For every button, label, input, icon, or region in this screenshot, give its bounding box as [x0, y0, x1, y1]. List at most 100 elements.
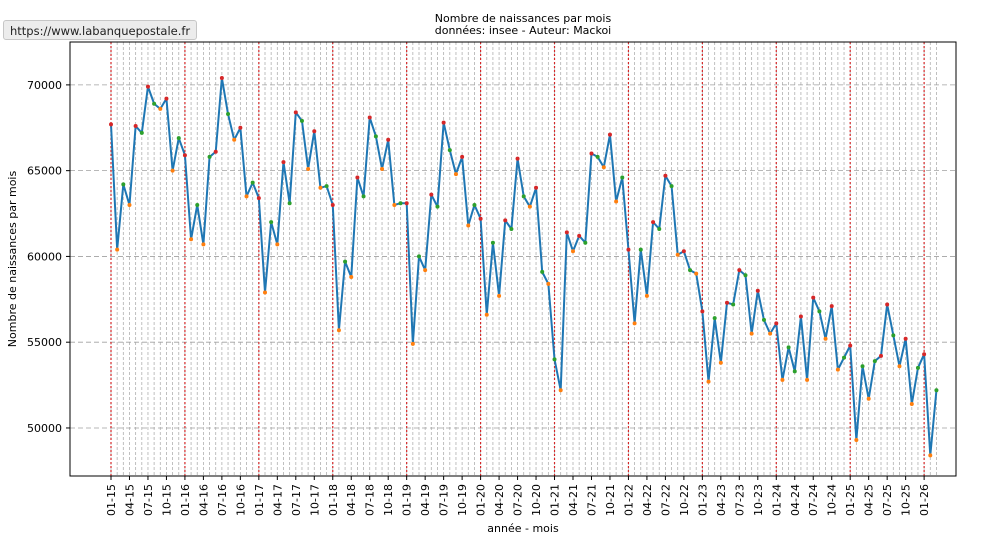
quarter-min-point — [189, 237, 194, 242]
quarter-max-point — [429, 192, 434, 197]
x-tick-label: 10-24 — [826, 484, 839, 516]
quarter-mid-point — [435, 204, 440, 209]
quarter-max-point — [256, 196, 261, 201]
x-tick-label: 01-20 — [475, 484, 488, 516]
quarter-mid-point — [490, 240, 495, 245]
quarter-max-point — [755, 288, 760, 293]
x-tick-label: 07-20 — [512, 484, 525, 516]
y-tick-label: 55000 — [27, 336, 62, 349]
quarter-max-point — [577, 233, 582, 238]
plot-frame — [69, 41, 957, 477]
quarter-max-point — [626, 247, 631, 252]
quarter-mid-point — [343, 259, 348, 264]
quarter-max-point — [478, 216, 483, 221]
quarter-min-point — [127, 202, 132, 207]
quarter-min-point — [201, 242, 206, 247]
quarter-mid-point — [269, 220, 274, 225]
quarter-mid-point — [891, 333, 896, 338]
x-tick-label: 04-23 — [715, 484, 728, 516]
quarter-mid-point — [195, 202, 200, 207]
quarter-max-point — [681, 249, 686, 254]
quarter-mid-point — [743, 273, 748, 278]
x-tick-label: 07-25 — [881, 484, 894, 516]
quarter-min-point — [632, 321, 637, 326]
x-tick-label: 01-25 — [844, 484, 857, 516]
x-tick-label: 10-19 — [456, 484, 469, 516]
quarter-max-point — [607, 132, 612, 137]
quarter-min-point — [158, 106, 163, 111]
quarter-max-point — [145, 84, 150, 89]
x-tick-label: 01-26 — [918, 484, 931, 516]
quarter-max-point — [164, 96, 169, 101]
quarter-min-point — [466, 223, 471, 228]
quarter-min-point — [546, 281, 551, 286]
quarter-max-point — [109, 122, 113, 127]
x-tick-label: 01-24 — [770, 484, 783, 516]
chart-subtitle: données: insee - Auteur: Mackoi — [435, 24, 612, 37]
quarter-min-point — [115, 247, 120, 252]
y-axis-label: Nombre de naissances par mois — [6, 171, 19, 348]
quarter-min-point — [349, 275, 354, 280]
quarter-min-point — [614, 199, 619, 204]
quarter-max-point — [798, 314, 803, 319]
quarter-max-point — [663, 173, 668, 178]
quarter-mid-point — [552, 357, 557, 362]
quarter-mid-point — [712, 316, 717, 321]
x-tick-label: 01-19 — [401, 484, 414, 516]
quarter-max-point — [848, 343, 853, 348]
quarter-max-point — [460, 154, 465, 159]
quarter-mid-point — [226, 112, 231, 117]
quarter-max-point — [386, 137, 391, 142]
quarter-max-point — [885, 302, 890, 307]
quarter-min-point — [780, 377, 785, 382]
quarter-min-point — [909, 401, 914, 406]
quarter-mid-point — [915, 365, 920, 370]
quarter-max-point — [182, 153, 187, 158]
quarter-min-point — [558, 388, 563, 393]
quarter-min-point — [768, 331, 773, 336]
x-tick-label: 10-25 — [900, 484, 913, 516]
quarter-max-point — [312, 129, 317, 134]
quarter-mid-point — [872, 359, 877, 364]
quarter-mid-point — [447, 148, 452, 153]
x-axis-label: année - mois — [487, 522, 559, 535]
quarter-max-point — [503, 218, 508, 223]
quarter-mid-point — [373, 134, 378, 139]
quarter-min-point — [380, 166, 385, 171]
quarter-max-point — [589, 151, 594, 156]
quarter-mid-point — [638, 247, 643, 252]
quarter-min-point — [423, 268, 428, 273]
quarter-mid-point — [540, 269, 545, 274]
quarter-mid-point — [361, 194, 366, 199]
quarter-min-point — [694, 271, 699, 276]
quarter-max-point — [700, 309, 705, 314]
quarter-min-point — [527, 204, 532, 209]
quarter-max-point — [355, 175, 360, 180]
quarter-min-point — [571, 249, 575, 254]
x-tick-label: 10-16 — [234, 484, 247, 516]
quarter-max-point — [564, 230, 569, 235]
quarter-mid-point — [324, 184, 329, 189]
quarter-min-point — [854, 437, 859, 442]
x-tick-label: 10-22 — [678, 484, 691, 516]
quarter-max-point — [737, 268, 742, 273]
x-tick-label: 04-22 — [641, 484, 654, 516]
x-tick-label: 04-15 — [123, 484, 136, 516]
quarter-max-point — [281, 160, 286, 165]
quarter-min-point — [497, 293, 502, 298]
quarter-min-point — [675, 252, 680, 257]
x-tick-label: 04-25 — [863, 484, 876, 516]
x-tick-label: 04-17 — [271, 484, 284, 516]
quarter-mid-point — [842, 355, 847, 360]
quarter-mid-point — [398, 201, 403, 206]
quarter-min-point — [263, 290, 267, 295]
quarter-max-point — [811, 295, 816, 300]
quarter-mid-point — [792, 369, 797, 374]
quarter-mid-point — [121, 182, 126, 187]
x-tick-label: 01-21 — [549, 484, 562, 516]
quarter-mid-point — [669, 184, 674, 189]
quarter-min-point — [601, 165, 606, 170]
quarter-max-point — [367, 115, 372, 120]
quarter-mid-point — [207, 154, 212, 159]
quarter-max-point — [774, 321, 779, 326]
